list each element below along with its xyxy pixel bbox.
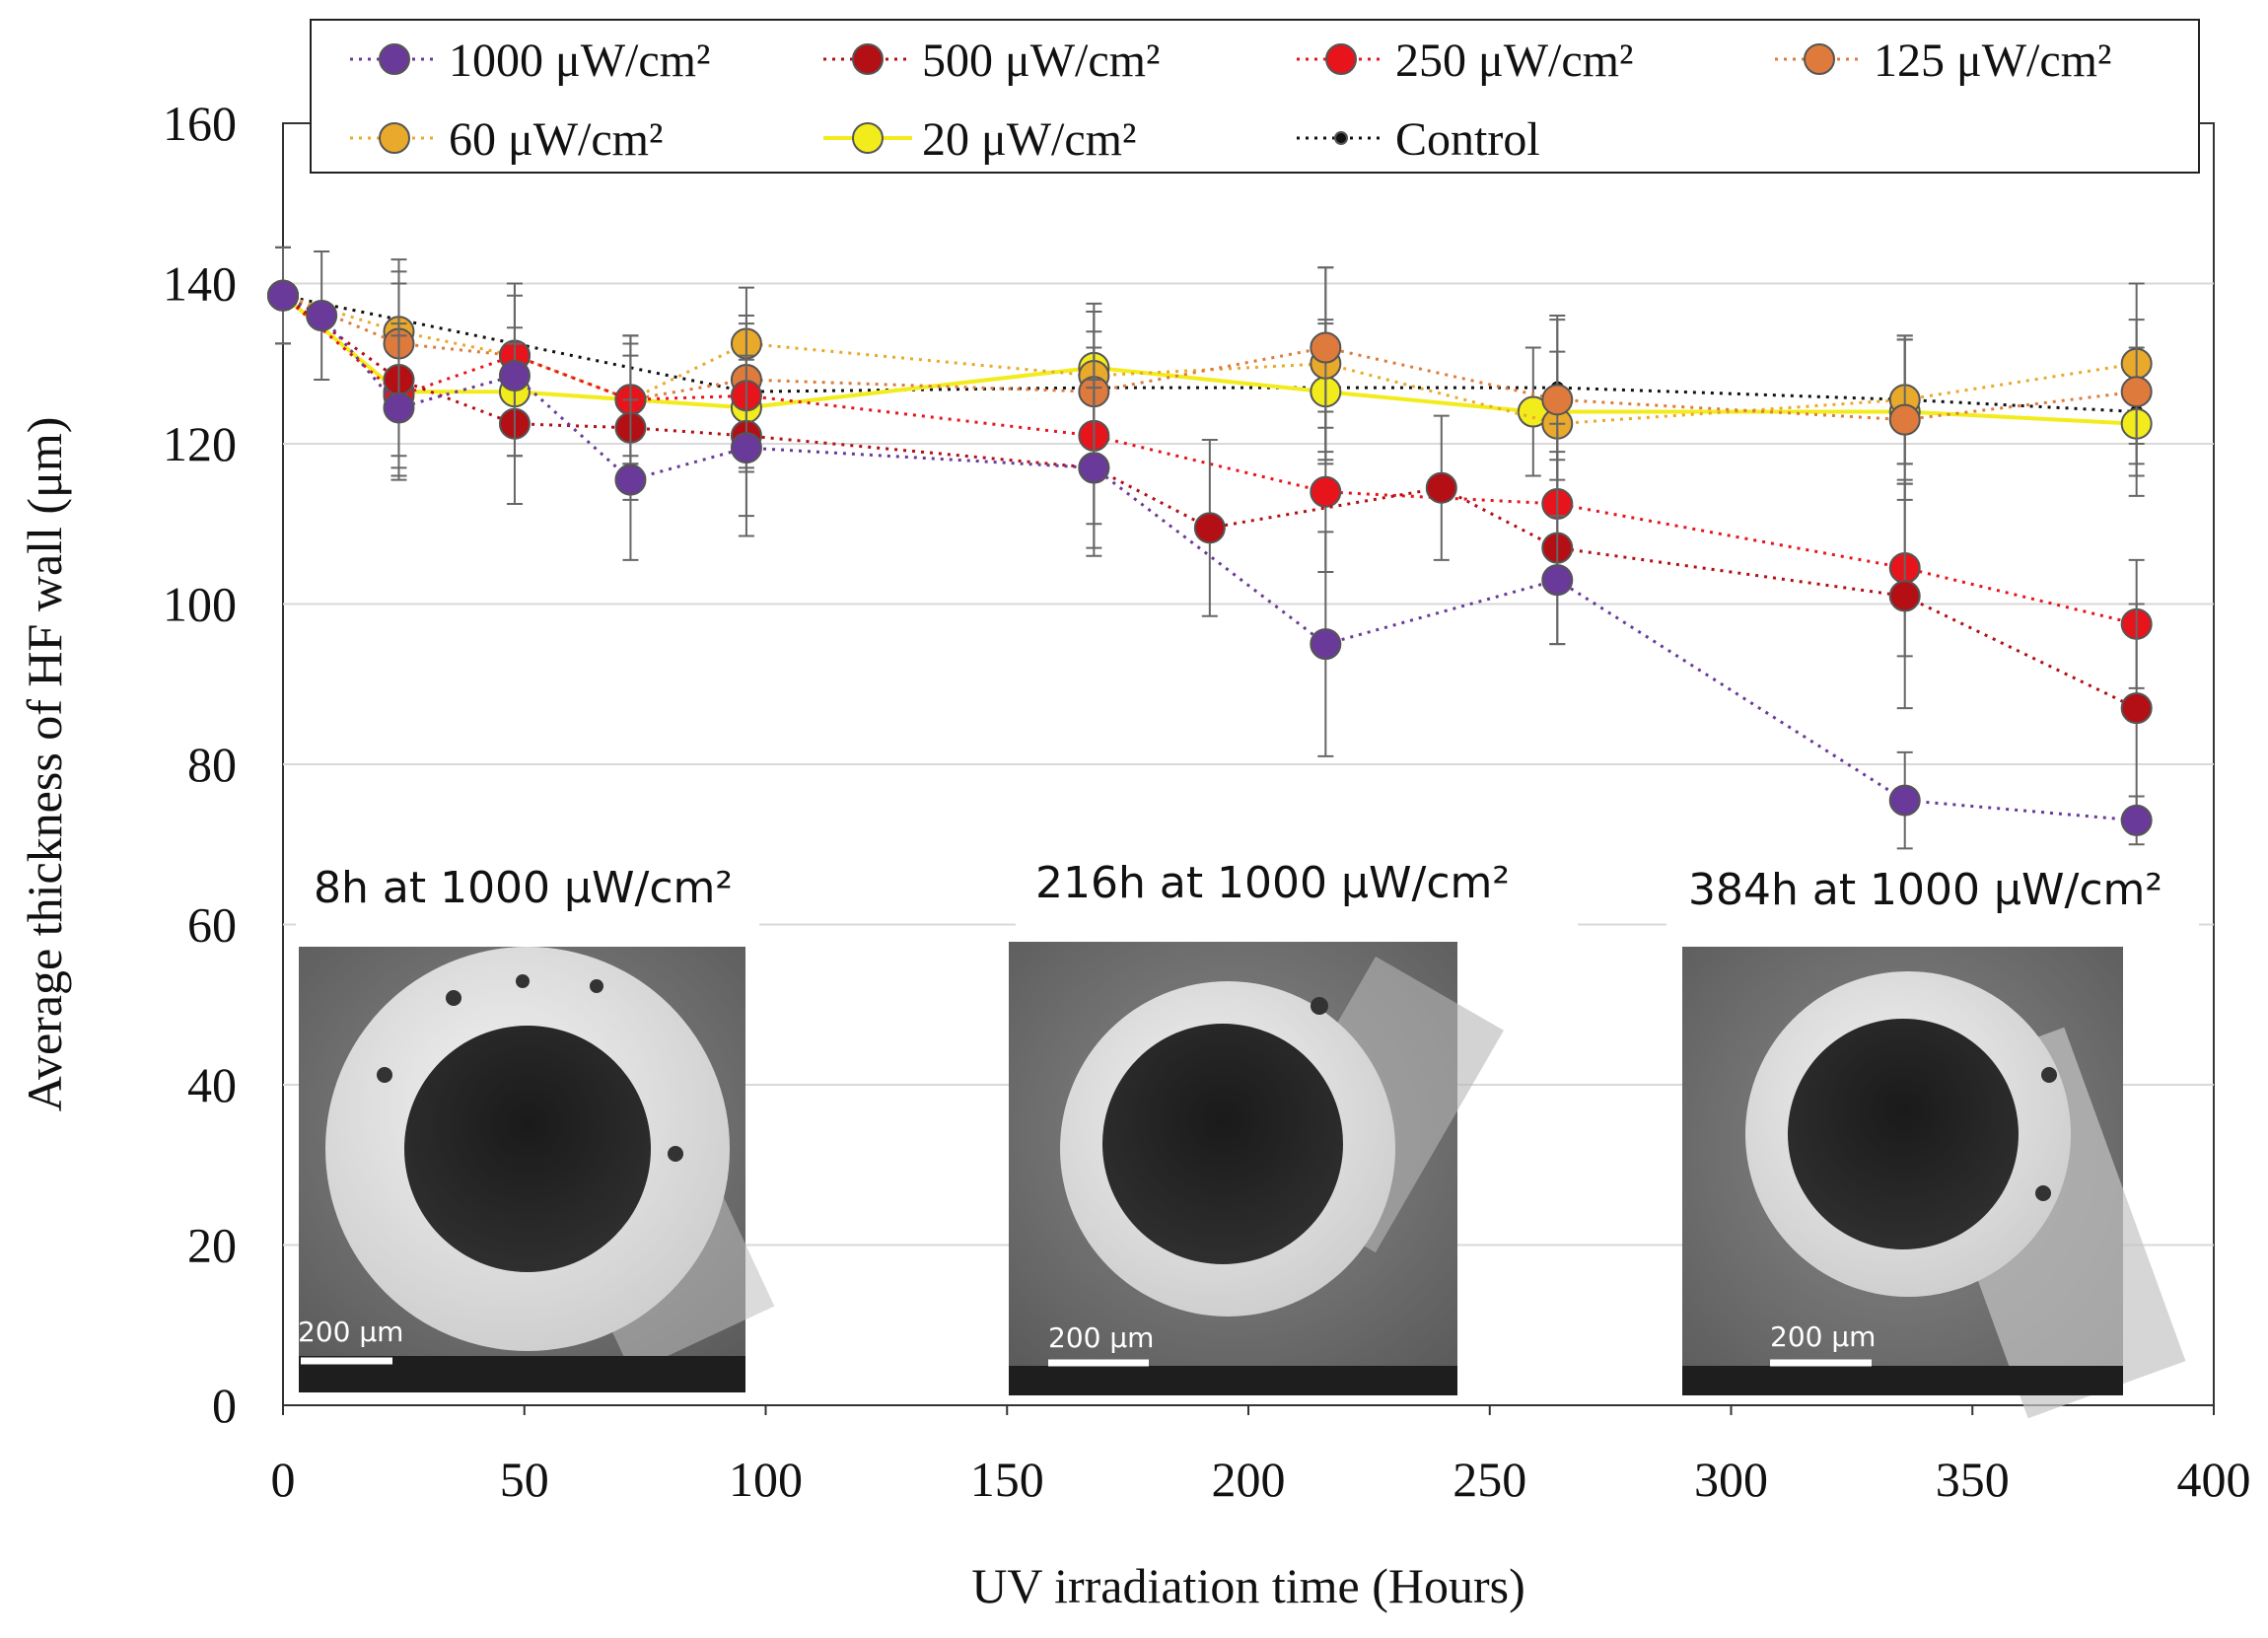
wall-macrovoid [377, 1067, 392, 1083]
x-tick-label: 150 [970, 1452, 1044, 1507]
data-point [730, 432, 762, 464]
x-tick-label: 350 [1936, 1452, 2010, 1507]
x-tick-label: 300 [1694, 1452, 1768, 1507]
legend-box [310, 19, 2200, 174]
legend-label: 60 μW/cm² [449, 113, 663, 166]
inset-caption-bg [1016, 848, 1578, 942]
scale-bar-label: 200 μm [1048, 1321, 1154, 1354]
data-series [267, 246, 2153, 850]
legend-label: 20 μW/cm² [922, 113, 1136, 166]
series-1000 [267, 246, 2153, 850]
x-tick-label: 200 [1212, 1452, 1286, 1507]
data-point [1078, 452, 1110, 484]
legend-marker [1334, 131, 1348, 145]
x-axis-label: UV irradiation time (Hours) [971, 1558, 1524, 1613]
data-point [1193, 512, 1226, 544]
y-tick-label: 100 [163, 577, 237, 632]
x-axis: 0 50 100 150 200 250 300 350 400 [271, 1405, 2251, 1507]
legend-label: 250 μW/cm² [1395, 35, 1633, 87]
inset-caption: 216h at 1000 μW/cm² [1035, 858, 1510, 908]
data-point [1888, 403, 1921, 436]
data-point [306, 300, 338, 331]
scale-bar-label: 200 μm [1770, 1320, 1876, 1353]
y-tick-label: 160 [163, 96, 237, 151]
wall-macrovoid [516, 974, 530, 988]
data-point [1310, 628, 1342, 661]
legend-marker [379, 43, 410, 75]
x-tick-label: 50 [500, 1452, 549, 1507]
y-tick-label: 80 [187, 737, 237, 792]
legend-label: 1000 μW/cm² [449, 35, 710, 87]
y-tick-label: 40 [187, 1057, 237, 1112]
data-point [383, 392, 415, 424]
x-tick-label: 400 [2177, 1452, 2251, 1507]
data-point [1310, 475, 1342, 508]
data-point [498, 359, 531, 392]
inset-caption-bg [296, 848, 759, 942]
legend-label: Control [1395, 113, 1540, 166]
x-tick-label: 250 [1453, 1452, 1526, 1507]
sem-inset-216h: 216h at 1000 μW/cm² 200 μm [1009, 848, 1578, 1395]
inset-caption-bg [1666, 848, 2199, 942]
wall-macrovoid [2035, 1185, 2051, 1201]
data-point [1310, 331, 1342, 364]
legend-marker [852, 122, 884, 154]
series-line [282, 294, 2137, 426]
y-tick-label: 140 [163, 256, 237, 312]
data-point [1541, 564, 1574, 597]
sem-inset-384h: 384h at 1000 μW/cm² 200 μm [1666, 848, 2199, 1419]
inset-caption: 384h at 1000 μW/cm² [1688, 865, 2162, 915]
sem-databar [1009, 1366, 1457, 1395]
data-point [267, 279, 299, 312]
series-500 [267, 246, 2153, 814]
data-point [2120, 376, 2153, 408]
y-tick-label: 120 [163, 416, 237, 471]
scale-bar-label: 200 μm [298, 1316, 403, 1348]
wall-macrovoid [1311, 997, 1328, 1015]
wall-macrovoid [446, 990, 461, 1006]
wall-macrovoid [668, 1146, 683, 1162]
sem-databar [1682, 1366, 2123, 1395]
data-point [2120, 804, 2153, 836]
data-point [1888, 784, 1921, 817]
hollow-fiber-lumen [1788, 1019, 2019, 1249]
y-tick-label: 20 [187, 1218, 237, 1273]
sem-inset-8h: 8h at 1000 μW/cm² 200 μm [296, 848, 775, 1392]
legend: 1000 μW/cm² 500 μW/cm² 250 μW/cm² 125 μW/cm… [310, 19, 2200, 174]
legend-marker [1804, 43, 1835, 75]
legend-marker [379, 122, 410, 154]
wall-macrovoid [2041, 1067, 2057, 1083]
series-line [282, 294, 2138, 626]
data-point [1425, 471, 1457, 504]
y-tick-label: 60 [187, 897, 237, 953]
legend-label: 500 μW/cm² [922, 35, 1160, 87]
legend-label: 125 μW/cm² [1874, 35, 2111, 87]
x-tick-label: 0 [271, 1452, 296, 1507]
y-axis-label: Average thickness of HF wall (μm) [17, 417, 72, 1112]
wall-macrovoid [590, 979, 603, 993]
data-point [614, 463, 647, 496]
y-tick-label: 0 [212, 1378, 237, 1433]
legend-marker [852, 43, 884, 75]
hollow-fiber-lumen [404, 1026, 651, 1272]
hollow-fiber-lumen [1102, 1024, 1343, 1264]
inset-caption: 8h at 1000 μW/cm² [314, 863, 733, 913]
data-point [1541, 384, 1574, 416]
y-axis: 0 20 40 60 80 100 120 140 160 [163, 96, 237, 1433]
data-point [2120, 692, 2153, 725]
data-point [1888, 580, 1921, 612]
series-line [281, 294, 2137, 426]
legend-marker [1325, 43, 1357, 75]
series-line [282, 294, 2137, 422]
x-tick-label: 100 [729, 1452, 803, 1507]
